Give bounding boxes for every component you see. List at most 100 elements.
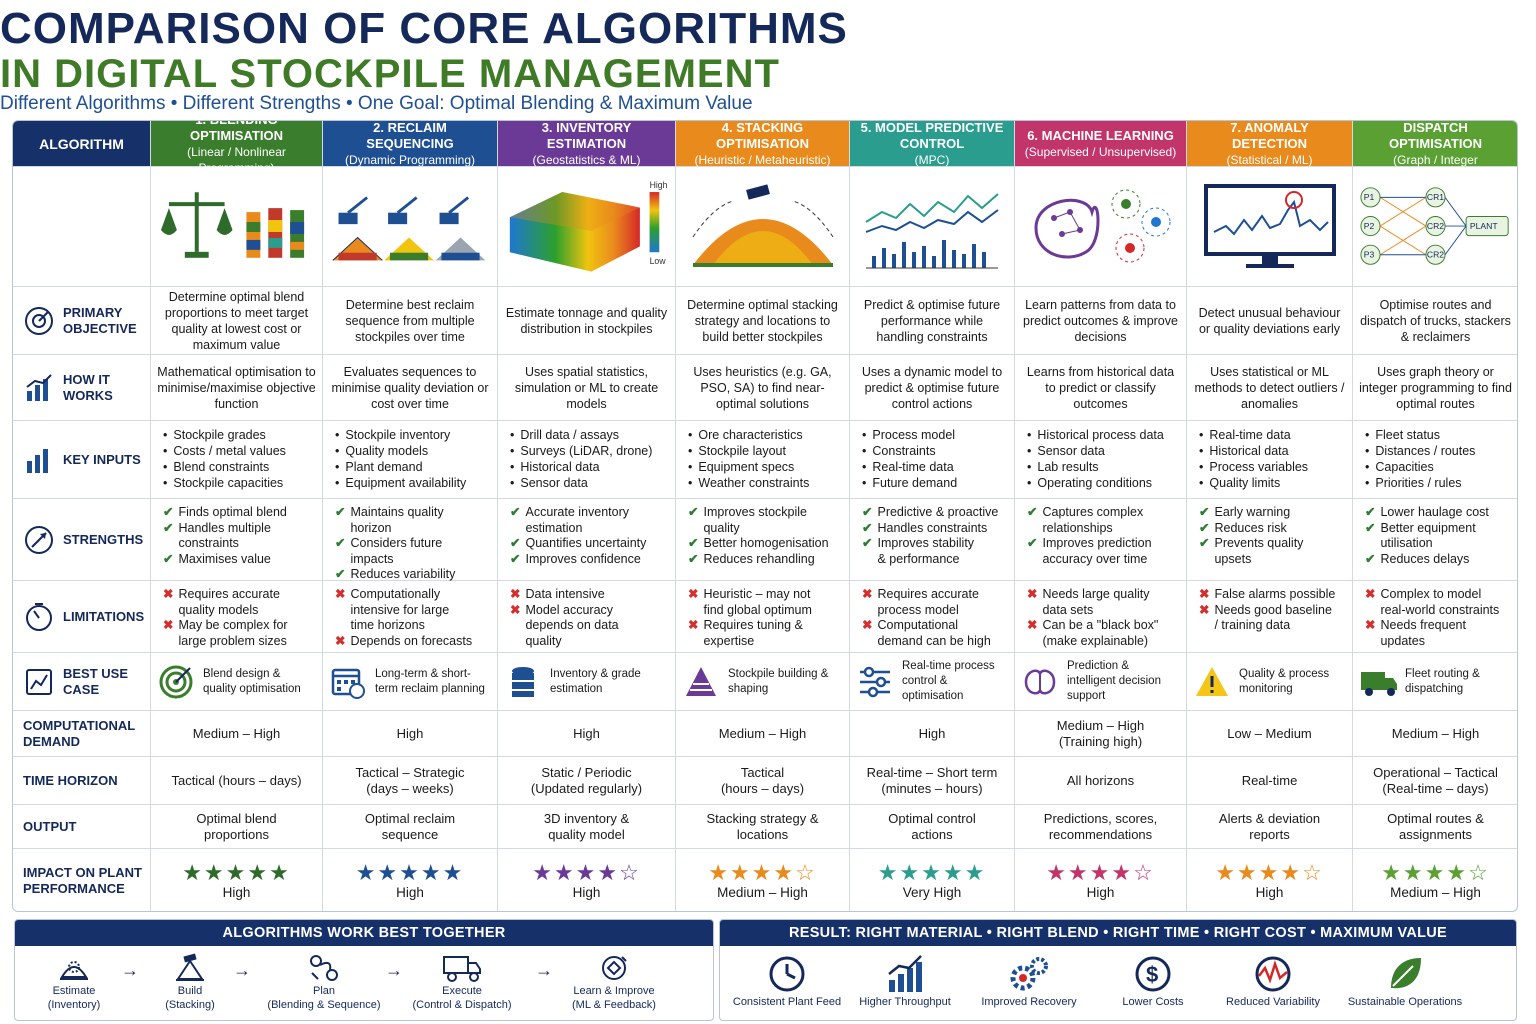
plan-icon bbox=[259, 952, 389, 984]
key-input-item: • Equipment availability bbox=[335, 476, 467, 490]
limitation-text: real-world constraints bbox=[1380, 602, 1500, 617]
target-icon bbox=[157, 663, 195, 701]
check-icon: ✔ bbox=[1027, 536, 1038, 550]
key-input-text: Drill data / assays bbox=[520, 428, 620, 442]
strength-item: ✔accuracy over time bbox=[1027, 552, 1147, 568]
strength-text: Maintains quality bbox=[350, 505, 444, 519]
compute-cell: Low – Medium bbox=[1187, 711, 1353, 757]
compute-cell: Medium – High (Training high) bbox=[1015, 711, 1187, 757]
column-header-5[interactable]: 5. MODEL PREDICTIVE CONTROL (MPC) bbox=[850, 121, 1015, 167]
strengths-cell: ✔Lower haulage cost✔Better equipment✔uti… bbox=[1353, 499, 1517, 581]
strength-item: ✔ Considers future bbox=[335, 536, 442, 552]
column-title: 1. BLENDING OPTIMISATION bbox=[190, 121, 283, 143]
warning-icon bbox=[1193, 663, 1231, 701]
output-text: Optimal reclaim sequence bbox=[364, 810, 456, 842]
column-subtitle: (Dynamic Programming) bbox=[344, 152, 476, 167]
estimate-icon bbox=[19, 952, 129, 984]
limitation-item: ✖ May be complex for bbox=[163, 618, 288, 634]
strength-text: Early warning bbox=[1214, 505, 1291, 519]
best-use-case-cell: Inventory & grade estimation bbox=[498, 653, 676, 711]
column-header-1[interactable]: 1. BLENDING OPTIMISATION(Linear / Nonlin… bbox=[151, 121, 323, 175]
key-input-text: Sensor data bbox=[520, 476, 588, 490]
column-header-4[interactable]: 4. STACKING OPTIMISATION (Heuristic / Met… bbox=[676, 121, 850, 167]
truck-icon bbox=[397, 952, 527, 984]
impact-cell: ★★★★★ High bbox=[151, 849, 323, 911]
strength-text: Quantifies uncertainty bbox=[525, 536, 647, 550]
column-title: 3. INVENTORY ESTIMATION bbox=[541, 120, 632, 151]
limitation-item: ✖ Computationally bbox=[335, 587, 440, 603]
star-rating: ★★★★★ bbox=[877, 859, 987, 885]
best-use-case-text: Quality & process monitoring bbox=[1239, 667, 1330, 695]
strength-text: Better homogenisation bbox=[703, 536, 829, 550]
key-input-item: • Quality limits bbox=[1199, 476, 1281, 490]
algorithm-illustration-5 bbox=[850, 167, 1015, 287]
output-cell: Optimal reclaim sequence bbox=[323, 805, 498, 849]
limitation-item: ✖intensive for large bbox=[335, 603, 449, 619]
strength-item: ✔horizon bbox=[335, 521, 391, 537]
gears-icon bbox=[964, 952, 1094, 996]
together-step: Execute (Control & Dispatch) bbox=[397, 952, 527, 1012]
cross-icon: ✖ bbox=[335, 633, 346, 648]
check-icon: ✔ bbox=[862, 520, 873, 535]
key-input-item: • Capacities bbox=[1365, 460, 1434, 474]
key-input-text: Real-time data bbox=[872, 460, 954, 474]
strength-text: Improves confidence bbox=[525, 551, 641, 566]
algorithm-illustration-6 bbox=[1015, 167, 1187, 287]
check-icon: ✔ bbox=[688, 536, 699, 550]
key-input-item: • Constraints bbox=[862, 444, 936, 458]
limitation-text: May be complex for bbox=[178, 618, 288, 632]
column-header-2[interactable]: 2. RECLAIM SEQUENCING (Dynamic Programmin… bbox=[323, 121, 498, 167]
check-icon: ✔ bbox=[1199, 536, 1210, 550]
best-use-case-text: Prediction & intelligent decision suppor… bbox=[1067, 660, 1161, 702]
limitation-text: Model accuracy bbox=[525, 602, 614, 617]
key-input-item: • Real-time data bbox=[1199, 428, 1291, 442]
strength-item: ✔ Reduces delays bbox=[1365, 552, 1469, 568]
strengths-cell: ✔Improves stockpile✔quality✔Better homog… bbox=[676, 499, 850, 581]
arrow-right-icon: → bbox=[233, 960, 251, 980]
strengths-row-icon bbox=[23, 524, 55, 556]
objective-text: Determine optimal stacking strategy and … bbox=[687, 297, 838, 344]
how-cell: Learns from historical data to predict o… bbox=[1015, 355, 1187, 421]
column-header-3[interactable]: 3. INVENTORY ESTIMATION (Geostatistics & … bbox=[498, 121, 676, 167]
column-header-8[interactable]: 8. ROUTING & DISPATCH OPTIMISATION(Graph… bbox=[1353, 121, 1517, 183]
column-subtitle: (Linear / Nonlinear Programming) bbox=[187, 144, 286, 175]
together-step-sub: (Control & Dispatch) bbox=[412, 999, 512, 1011]
key-input-text: Stockpile grades bbox=[173, 428, 266, 442]
row-label-text: PRIMARY OBJECTIVE bbox=[63, 304, 137, 336]
together-step: Build (Stacking) bbox=[135, 952, 245, 1012]
limitation-text: Needs good baseline bbox=[1214, 602, 1332, 617]
how-text: Evaluates sequences to minimise quality … bbox=[331, 364, 489, 411]
key-inputs-cell: • Fleet status • Distances / routes • Capacit… bbox=[1353, 421, 1517, 499]
best-use-case-cell: Blend design & quality optimisation bbox=[151, 653, 323, 711]
limits-row-icon bbox=[23, 601, 55, 633]
column-subtitle: (Graph / Integer Programming) bbox=[1393, 152, 1478, 183]
together-step-label: Execute bbox=[442, 985, 482, 997]
row-label-usecase: BEST USE CASE bbox=[13, 653, 151, 711]
output-text: Optimal routes & assignments bbox=[1387, 810, 1484, 842]
strength-text: Improves stability bbox=[877, 536, 975, 550]
column-subtitle: (Geostatistics & ML) bbox=[532, 152, 641, 167]
column-header-7[interactable]: 7. ANOMALY DETECTION (Statistical / ML) bbox=[1187, 121, 1353, 167]
limitations-cell: ✖ Requires accurate✖process model✖ Computa… bbox=[850, 581, 1015, 653]
key-input-text: Real-time data bbox=[1209, 428, 1291, 442]
limitation-text: Can be a "black box" bbox=[1042, 618, 1159, 632]
learn-icon bbox=[549, 952, 679, 984]
key-input-item: • Stockpile inventory bbox=[335, 428, 451, 442]
best-use-case-text: Real-time process control & optimisation bbox=[902, 660, 995, 702]
star-rating: ★★★★★ bbox=[355, 859, 465, 885]
best-use-case-text: Inventory & grade estimation bbox=[550, 667, 641, 695]
strength-item: ✔ Quantifies uncertainty bbox=[510, 536, 646, 552]
how-cell: Uses spatial statistics, simulation or M… bbox=[498, 355, 676, 421]
svg-text:PLANT: PLANT bbox=[1470, 220, 1498, 230]
horizon-cell: Tactical (hours – days) bbox=[151, 757, 323, 805]
strength-item: ✔constraints bbox=[163, 536, 238, 552]
column-header-6[interactable]: 6. MACHINE LEARNING (Supervised / Unsuper… bbox=[1015, 121, 1187, 167]
cross-icon: ✖ bbox=[1365, 587, 1376, 601]
output-text: Alerts & deviation reports bbox=[1218, 810, 1321, 842]
key-input-text: Plant demand bbox=[345, 460, 423, 474]
limitation-item: ✖ Needs frequent bbox=[1365, 618, 1466, 634]
key-input-item: • Sensor data bbox=[1027, 444, 1105, 458]
strength-text: relationships bbox=[1042, 520, 1113, 535]
row-label-output: OUTPUT bbox=[13, 805, 151, 849]
how-text: Learns from historical data to predict o… bbox=[1026, 364, 1175, 411]
